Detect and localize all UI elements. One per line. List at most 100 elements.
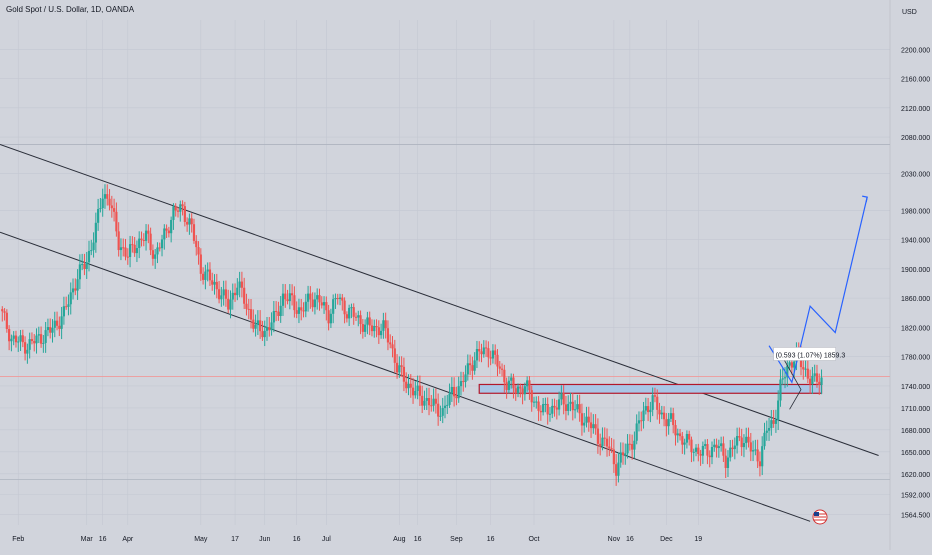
- candle-body: [788, 362, 791, 366]
- candle-body: [58, 325, 61, 329]
- candle-body: [354, 316, 358, 318]
- candle-body: [811, 375, 814, 385]
- resistance-zone: [478, 383, 823, 394]
- candle-body: [254, 324, 257, 329]
- candle-body: [359, 315, 362, 325]
- candle-body: [647, 406, 650, 413]
- candle-body: [642, 410, 645, 421]
- candle-body: [163, 228, 166, 240]
- x-tick-label: Jun: [259, 536, 270, 543]
- y-tick-label: 1564.500: [901, 512, 930, 519]
- candle-body: [12, 335, 15, 339]
- candle-body: [135, 248, 139, 254]
- candle-body: [733, 445, 736, 450]
- candle-body: [256, 320, 259, 325]
- candle-body: [815, 373, 819, 382]
- candle-body: [637, 420, 641, 424]
- candle-body: [181, 204, 184, 207]
- candle-body: [304, 301, 307, 312]
- candle-body: [119, 247, 123, 251]
- projection-arrowhead: [862, 195, 868, 203]
- candle-body: [626, 443, 629, 454]
- candle-body: [603, 437, 606, 439]
- candle-body: [710, 447, 714, 458]
- candle-body: [802, 367, 805, 370]
- candle-body: [758, 461, 762, 467]
- y-tick-label: 1780.000: [901, 355, 930, 362]
- x-tick-label: 16: [99, 536, 107, 543]
- candle-body: [544, 403, 547, 405]
- candle-body: [567, 403, 570, 411]
- x-tick-label: Oct: [529, 536, 540, 543]
- candle-body: [24, 342, 27, 354]
- candle-body: [751, 450, 755, 452]
- candle-body: [62, 306, 65, 317]
- candle-body: [154, 254, 157, 259]
- candle-body: [469, 363, 472, 366]
- candle-body: [206, 269, 209, 272]
- candle-body: [418, 385, 421, 396]
- y-tick-label: 1820.000: [901, 325, 930, 332]
- candle-body: [665, 419, 668, 427]
- candle-body: [535, 401, 538, 403]
- candle-body: [409, 383, 412, 388]
- candle-body: [243, 287, 246, 304]
- candle-body: [117, 231, 120, 251]
- channel-lower-line: [0, 231, 811, 522]
- x-tick-label: 16: [293, 536, 301, 543]
- candle-body: [678, 433, 682, 437]
- candle-body: [202, 273, 205, 280]
- candle-body: [364, 324, 367, 332]
- candle-body: [279, 305, 282, 317]
- candle-body: [17, 341, 20, 343]
- candle-body: [220, 295, 223, 300]
- candle-body: [3, 311, 6, 313]
- candle-body: [272, 311, 275, 323]
- candle-body: [519, 386, 522, 389]
- candle-body: [293, 295, 296, 311]
- candle-body: [69, 292, 72, 305]
- candle-body: [263, 330, 266, 338]
- candle-body: [103, 194, 107, 199]
- candle-body: [526, 380, 529, 387]
- candle-body: [542, 403, 545, 413]
- candle-body: [783, 377, 787, 379]
- candle-body: [252, 319, 255, 329]
- candle-body: [78, 264, 81, 280]
- flag-line: [777, 349, 802, 410]
- candle-body: [729, 447, 732, 458]
- y-tick-label: 1900.000: [901, 267, 930, 274]
- candle-body: [332, 299, 335, 314]
- candle-body: [348, 307, 351, 319]
- candle-body: [781, 378, 784, 380]
- candle-body: [790, 362, 793, 368]
- candle-body: [809, 378, 812, 385]
- candle-body: [599, 443, 602, 447]
- candle-body: [478, 348, 481, 352]
- candle-body: [455, 396, 458, 399]
- candle-body: [694, 447, 698, 452]
- candle-body: [571, 401, 574, 411]
- candle-body: [375, 326, 378, 328]
- x-tick-label: Jul: [322, 536, 331, 543]
- candle-body: [489, 357, 492, 359]
- candle-body: [291, 293, 294, 296]
- candle-body: [97, 209, 100, 223]
- candle-body: [76, 279, 79, 291]
- candle-body: [124, 247, 127, 257]
- candle-body: [306, 293, 310, 302]
- candle-body: [240, 281, 243, 288]
- candle-body: [551, 405, 554, 414]
- x-tick-label: Feb: [12, 536, 24, 543]
- candle-body: [156, 247, 159, 255]
- candle-body: [147, 230, 150, 234]
- candle-body: [767, 428, 771, 431]
- candle-body: [676, 433, 679, 436]
- candle-body: [806, 368, 809, 379]
- y-tick-label: 1592.000: [901, 492, 930, 499]
- candle-body: [624, 453, 627, 456]
- candle-body: [28, 339, 31, 350]
- candle-body: [149, 233, 152, 251]
